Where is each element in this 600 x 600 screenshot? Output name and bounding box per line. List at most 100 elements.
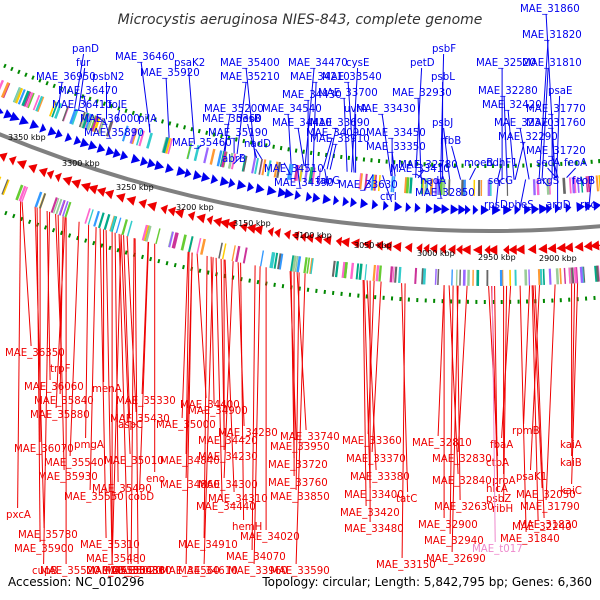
gene-leader-line [401,283,409,493]
feature-bar-outer [21,90,30,107]
gene-label: uvrA [344,104,368,115]
tick-mark [124,108,128,113]
gene-leader-line [363,280,371,489]
feature-bar-inner [559,268,562,285]
feature-bar-outer [439,179,443,196]
feature-bar-outer [165,137,172,154]
feature-bar-inner [568,267,571,284]
forward-gene-arrow [277,187,288,198]
gene-label: MAE_35360 [202,114,262,125]
feature-bar-outer [434,178,438,195]
gene-label: MAE_35490 [92,484,152,495]
forward-gene-arrow [219,176,230,187]
gene-label: feoA [564,158,587,169]
feature-bar-outer [562,177,566,194]
feature-bar-outer [135,129,143,146]
feature-bar-outer [430,178,434,195]
feature-bar-inner [350,262,355,279]
gene-label: MAE_34400 [180,400,240,411]
gene-label: MAE_32690 [426,554,486,565]
reverse-gene-arrow [583,241,593,252]
forward-gene-arrow [47,126,57,136]
feature-bar-inner [55,198,63,215]
gene-leader-line [363,174,374,191]
gene-leader-line [34,206,45,529]
reverse-gene-arrow [291,231,300,241]
forward-gene-arrow [79,137,90,148]
forward-gene-arrow [0,108,4,114]
reverse-gene-arrow [362,239,372,250]
feature-bar-outer [372,174,376,191]
forward-gene-arrow [394,201,403,212]
gene-label: MAE_31760 [526,118,586,129]
tick-mark [108,245,112,251]
feature-bar-inner [309,257,314,275]
reverse-gene-arrow [547,243,557,254]
feature-bar-outer [358,173,363,190]
reverse-gene-arrow [71,179,82,189]
gene-leader-line [324,168,329,187]
feature-bar-outer [89,115,97,131]
forward-gene-arrow [165,163,174,173]
feature-bar-outer [420,178,423,195]
reverse-gene-arrow [8,156,17,166]
kbp-label: 3000 kbp [417,249,455,258]
feature-bar-inner [141,224,148,241]
gene-label: MAE_35840 [34,396,94,407]
gene-label: MAE_32420 [482,100,542,111]
gene-label: MAE_36350 [5,348,65,359]
forward-gene-arrow [112,148,121,158]
feature-bar-outer [138,130,145,147]
feature-bar-inner [392,266,395,283]
forward-gene-arrow [371,199,379,210]
gene-label: ctrI [380,192,397,203]
gene-leader-line [116,109,121,123]
gene-label: MAE_32240 [512,522,572,533]
gene-leader-line [96,115,107,125]
gene-label: MAE_32850 [415,188,475,199]
feature-bar-outer [51,101,59,118]
gene-leader-line [103,118,111,139]
gene-label: MAE_32900 [418,520,478,531]
feature-bar-outer [377,175,381,192]
reverse-gene-arrow [227,220,237,230]
gene-label: MAE_33690 [310,118,370,129]
gene-label: MAE_36000 [80,114,140,125]
tick-mark [294,148,298,153]
tick-mark [4,210,8,216]
gene-leader-line [111,234,122,565]
gene-leader-line [215,257,223,501]
gene-label: MAE_33540 [322,72,382,83]
gene-leader-line [181,251,189,419]
forward-gene-arrow [360,198,369,209]
tick-mark [175,123,179,128]
feature-bar-inner [273,252,279,269]
tick-mark [205,130,209,135]
feature-bar-outer [254,157,259,175]
feature-bar-outer [129,127,137,144]
forward-gene-arrow [192,170,202,180]
kbp-label: 3200 kbp [176,203,214,212]
feature-bar-outer [442,179,446,196]
gene-leader-line [497,167,501,181]
feature-bar-outer [373,174,377,191]
gene-label: MAE_34090 [306,128,366,139]
tick-mark [242,138,246,144]
forward-gene-arrow [3,109,13,119]
kbp-label: 2900 kbp [539,254,577,263]
feature-bar-inner [196,237,202,254]
gene-label: hemH [232,522,262,533]
gene-leader-line [118,233,129,565]
gene-label: MAE_34390 [274,178,334,189]
reverse-gene-arrow [38,167,48,178]
gene-leader-line [538,39,549,180]
reverse-gene-arrow [488,244,498,255]
gene-label: MAE_35330 [116,396,176,407]
feature-bar-inner [34,191,43,208]
gene-leader-line [541,67,549,179]
feature-bar-inner [259,250,265,267]
gene-leader-line [283,162,291,175]
gene-leader-line [530,285,540,471]
reverse-gene-arrow [196,213,206,224]
feature-bar-inner [121,219,128,236]
